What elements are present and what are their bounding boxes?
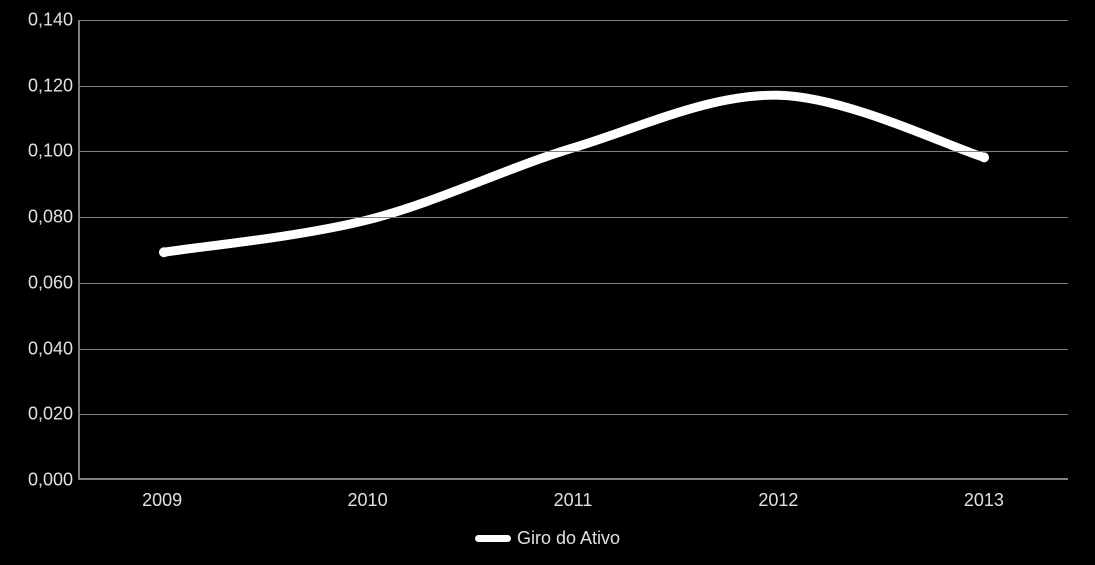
chart-container: 2009 2010 2011 2012 2013 Giro do Ativo 0,000… <box>0 0 1095 565</box>
x-axis-labels: 2009 2010 2011 2012 2013 <box>78 490 1068 520</box>
gridline <box>80 86 1068 87</box>
gridline <box>80 414 1068 415</box>
line-series <box>80 20 1068 478</box>
legend-label: Giro do Ativo <box>517 528 620 549</box>
series-marker <box>979 152 989 162</box>
series-line <box>164 95 984 252</box>
x-tick-label: 2011 <box>554 490 593 511</box>
gridline <box>80 283 1068 284</box>
x-tick-label: 2013 <box>964 490 1004 511</box>
gridline <box>80 217 1068 218</box>
x-tick-label: 2009 <box>142 490 182 511</box>
x-tick-label: 2012 <box>758 490 798 511</box>
y-tick-label: 0,000 <box>13 470 73 491</box>
y-tick-label: 0,060 <box>13 272 73 293</box>
y-tick-label: 0,140 <box>13 10 73 31</box>
y-tick-label: 0,040 <box>13 338 73 359</box>
y-tick-label: 0,100 <box>13 141 73 162</box>
series-marker <box>159 247 169 257</box>
y-tick-label: 0,120 <box>13 75 73 96</box>
gridline <box>80 20 1068 21</box>
x-tick-label: 2010 <box>348 490 388 511</box>
y-tick-label: 0,020 <box>13 404 73 425</box>
gridline <box>80 151 1068 152</box>
legend-swatch <box>475 535 511 542</box>
gridline <box>80 349 1068 350</box>
y-tick-label: 0,080 <box>13 207 73 228</box>
plot-area <box>78 20 1068 480</box>
legend: Giro do Ativo <box>0 528 1095 549</box>
